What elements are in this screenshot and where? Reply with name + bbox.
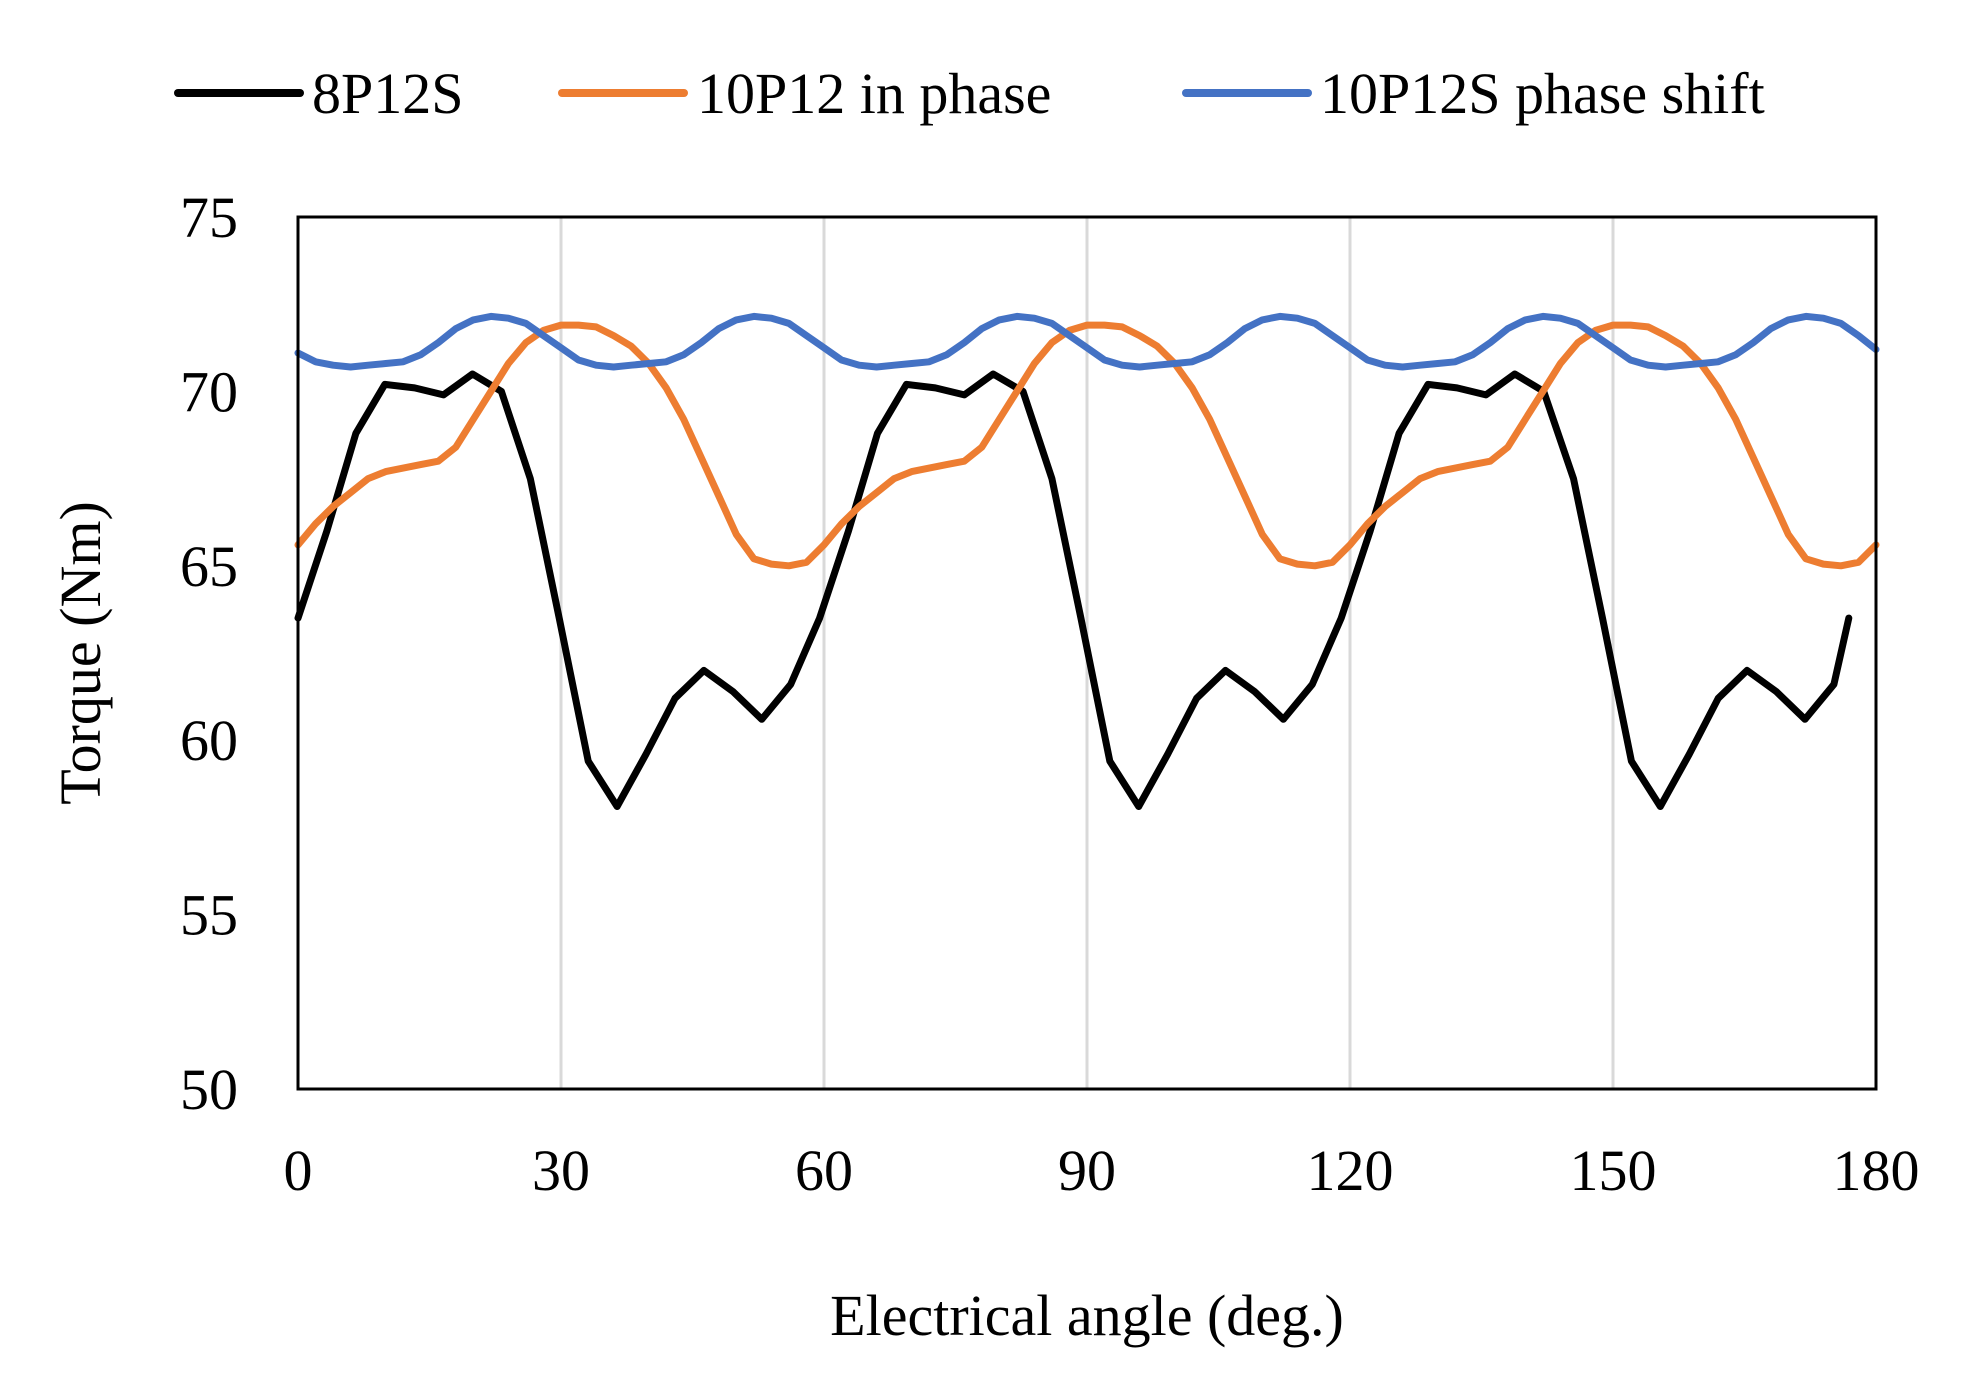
y-axis-tick-labels: 50 55 60 65 70 75 (180, 185, 238, 1122)
x-tick-label: 150 (1570, 1138, 1657, 1203)
y-tick-label: 50 (180, 1057, 238, 1122)
y-tick-label: 75 (180, 185, 238, 250)
y-axis-title: Torque (Nm) (48, 501, 113, 805)
x-axis-title: Electrical angle (deg.) (830, 1283, 1344, 1348)
y-tick-label: 65 (180, 534, 238, 599)
y-tick-label: 60 (180, 708, 238, 773)
series-lines (294, 312, 1880, 810)
y-tick-label: 70 (180, 359, 238, 424)
legend-label-2: 10P12S phase shift (1320, 61, 1765, 126)
plot-area-frame (296, 215, 1878, 1091)
series-line-2 (294, 312, 1880, 371)
x-tick-label: 30 (532, 1138, 590, 1203)
x-tick-label: 0 (284, 1138, 313, 1203)
series-line-0 (294, 370, 1853, 810)
x-tick-label: 180 (1833, 1138, 1920, 1203)
legend-label-0: 8P12S (312, 61, 464, 126)
x-axis-tick-labels: 0 30 60 90 120 150 180 (284, 1138, 1920, 1203)
x-tick-label: 60 (795, 1138, 853, 1203)
legend: 8P12S 10P12 in phase 10P12S phase shift (174, 61, 1765, 126)
x-tick-label: 90 (1058, 1138, 1116, 1203)
y-tick-label: 55 (180, 883, 238, 948)
series-line-1 (294, 321, 1880, 570)
x-tick-label: 120 (1307, 1138, 1394, 1203)
legend-label-1: 10P12 in phase (697, 61, 1051, 126)
